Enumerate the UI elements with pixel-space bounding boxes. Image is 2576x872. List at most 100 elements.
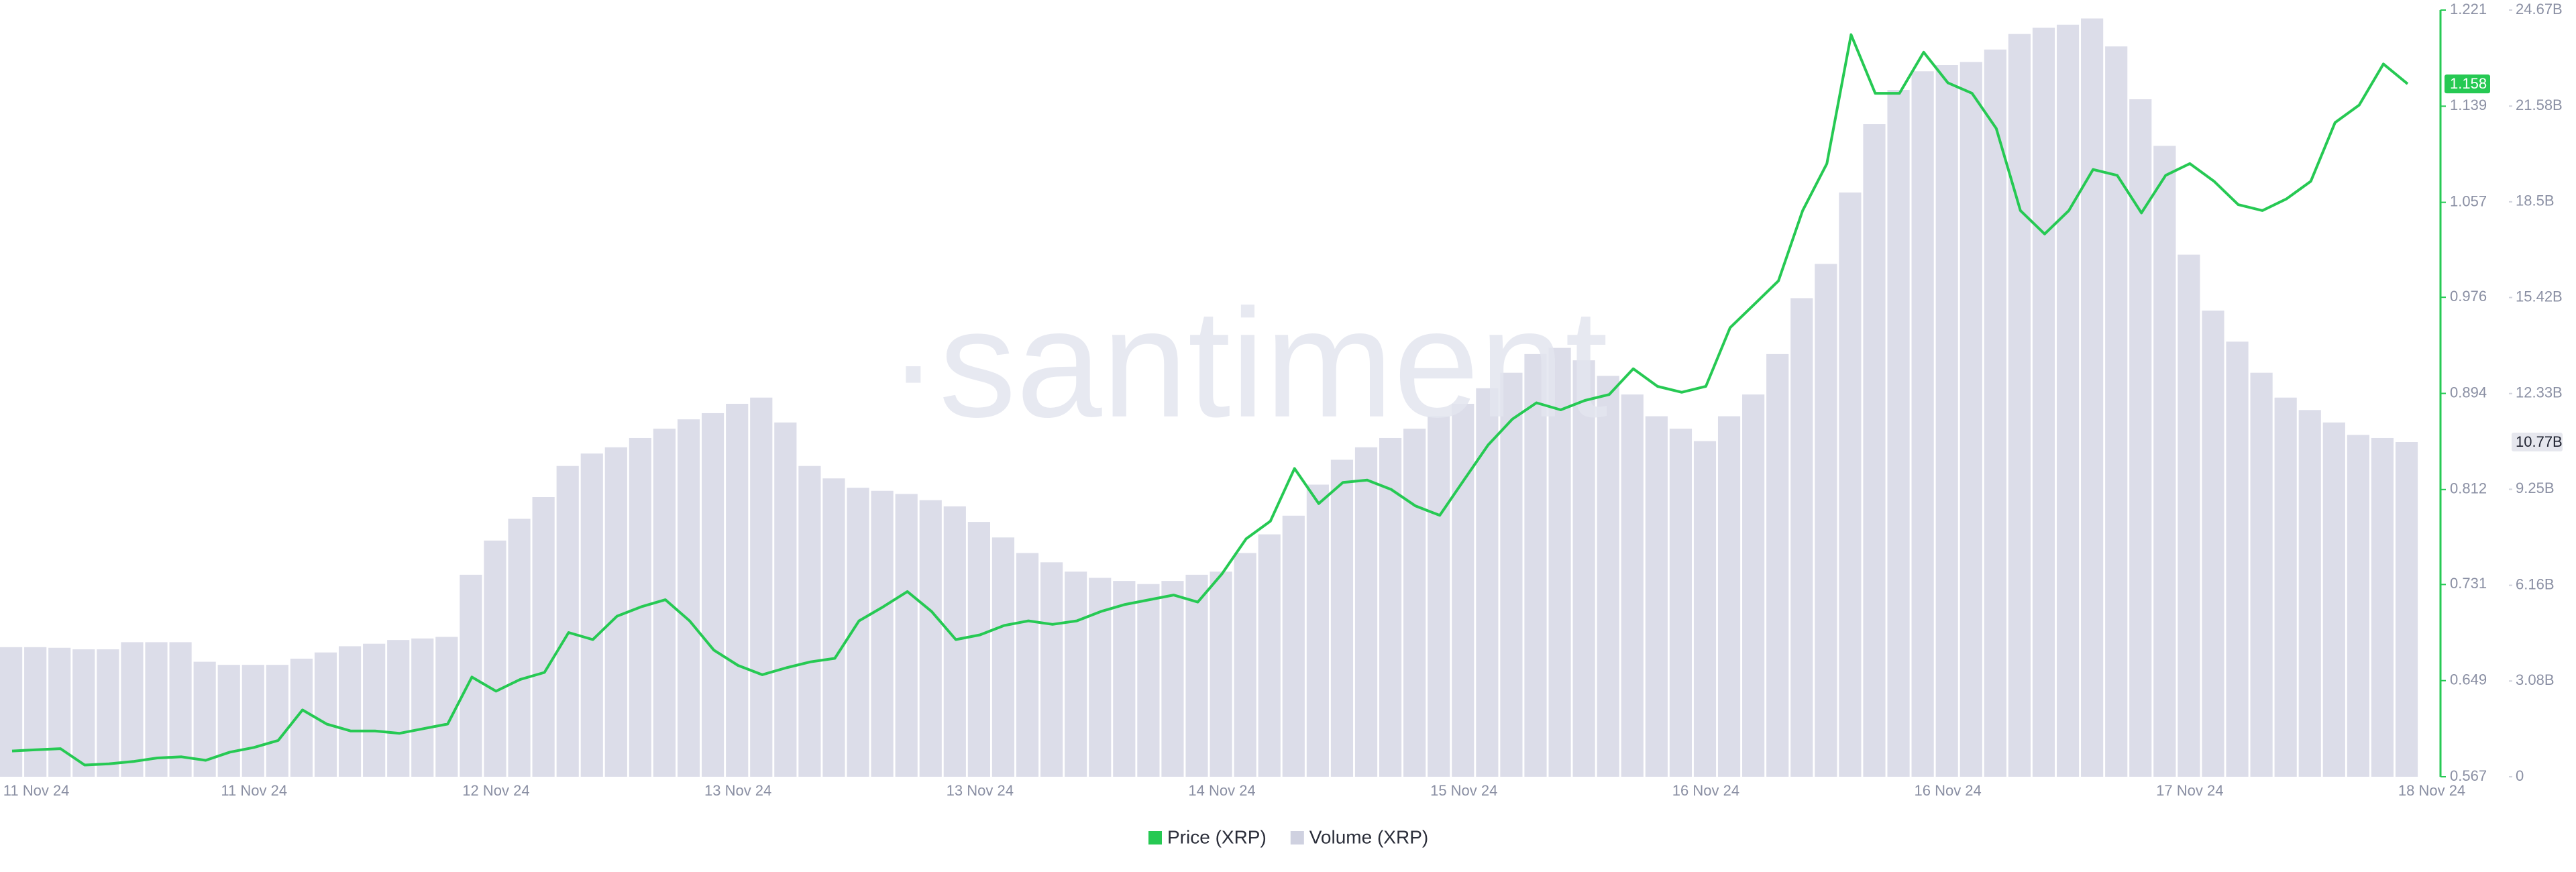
volume-badge [2512,433,2563,452]
x-tick-label: 16 Nov 24 [1672,782,1739,799]
volume-bar [726,404,749,777]
volume-bar [266,665,288,777]
y-tick-label: 1.139 [2450,97,2487,113]
volume-bar [1113,581,1136,777]
x-tick-label: 17 Nov 24 [2156,782,2223,799]
x-tick-label: 14 Nov 24 [1188,782,1255,799]
volume-bar [2081,18,2104,777]
volume-bar [1790,298,1813,777]
volume-badge-label: 10.77B [2516,433,2563,450]
volume-bar [290,658,313,777]
volume-bar [2250,372,2273,777]
volume-bar [2178,254,2200,777]
volume-bar [169,642,192,777]
legend: Price (XRP) Volume (XRP) [1148,826,1428,847]
y-tick-label: 0.567 [2450,767,2487,784]
volume-bar [1839,192,1862,777]
volume-bar [387,640,410,777]
volume-bar [702,413,724,777]
volume-bar [1548,347,1571,777]
volume-bar [2298,410,2321,777]
x-tick-label: 16 Nov 24 [1914,782,1981,799]
volume-bar [1815,264,1837,777]
volume-bar [580,453,603,777]
volume-bar [991,537,1015,777]
volume-bar [1040,562,1063,777]
volume-bar [145,642,168,777]
volume-bar [217,665,240,777]
volume-bar [1645,416,1668,777]
volume-bar [2371,437,2394,777]
volume-bar [1863,124,1886,777]
y2-tick-label: 18.5B [2516,193,2555,209]
y2-tick-label: 24.67B [2516,1,2563,17]
y-tick-label: 0.649 [2450,671,2487,688]
volume-bar [1935,65,1958,777]
volume-bar [411,638,434,777]
legend-swatch [1290,831,1304,844]
volume-bar [1330,459,1354,777]
volume-bar [484,540,506,777]
y2-tick-label: 0 [2516,767,2524,784]
volume-bar [943,506,966,777]
volume-bar [919,500,942,777]
volume-bar [1597,376,1619,777]
volume-bar [363,643,386,777]
volume-bar [1258,534,1281,777]
volume-bar [895,494,918,777]
volume-bar [798,466,821,777]
volume-bar [1306,484,1329,777]
volume-bar [1693,441,1717,777]
volume-bar [2105,46,2128,777]
volume-bar [1089,578,1112,777]
volume-bar [1887,90,1910,777]
y2-tick-label: 3.08B [2516,671,2555,688]
volume-bar [1428,416,1450,777]
volume-bar [1911,71,1934,777]
volume-bar [1500,372,1523,777]
volume-bar [1960,62,1982,777]
volume-bar [2322,422,2345,777]
volume-bar [1742,394,1765,777]
legend-swatch [1148,831,1162,844]
x-tick-label: 13 Nov 24 [704,782,771,799]
y-tick-label: 0.731 [2450,575,2487,592]
volume-bar [1669,429,1693,777]
volume-bar [1234,553,1256,777]
x-tick-label: 18 Nov 24 [2398,782,2465,799]
volume-bar [967,522,990,777]
volume-bar [2008,34,2031,777]
volume-bar [338,646,362,777]
volume-bar [1524,353,1547,777]
volume-bar [460,574,482,777]
volume-bar [1354,447,1378,777]
volume-bar [1766,353,1789,777]
volume-bar [121,642,144,777]
volume-bar [556,466,579,777]
volume-bar [750,397,773,777]
volume-bar [604,447,627,777]
volume-bar [435,637,458,777]
volume-bar [1452,404,1474,777]
x-tick-label: 13 Nov 24 [947,782,1014,799]
x-tick-label: 11 Nov 24 [221,782,287,799]
volume-bar [24,647,47,777]
volume-bar [1137,584,1160,777]
x-tick-label: 11 Nov 24 [3,782,70,799]
x-tick-label: 15 Nov 24 [1430,782,1497,799]
x-tick-label: 12 Nov 24 [462,782,529,799]
volume-bar [2395,442,2418,777]
y2-tick-label: 15.42B [2516,288,2563,305]
y-tick-label: 0.812 [2450,480,2487,497]
y2-tick-label: 21.58B [2516,97,2563,113]
volume-bar [677,419,700,777]
volume-bar [1282,515,1305,777]
volume-bar [1476,388,1499,777]
volume-bar [1185,574,1208,777]
volume-bar [508,519,531,777]
y-tick-label: 0.894 [2450,384,2487,400]
volume-bar [2153,146,2176,777]
volume-bar [0,647,23,777]
